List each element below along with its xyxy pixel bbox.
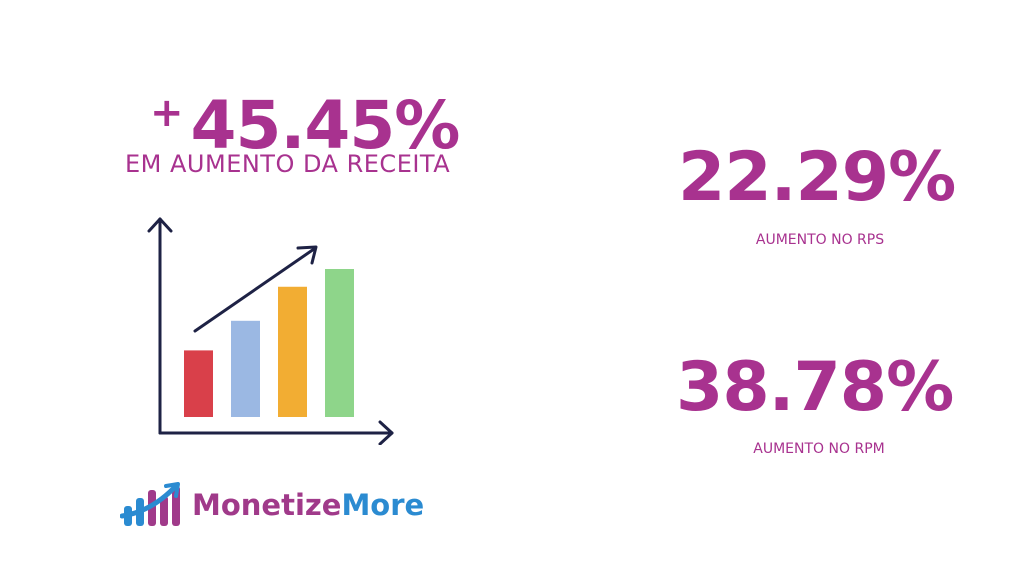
stat-rpm-label: AUMENTO NO RPM [753, 441, 885, 457]
headline: +45.45% [150, 78, 461, 164]
trend-arrow [193, 247, 316, 333]
y-axis-arrowhead [147, 217, 173, 233]
chart-bar-1 [184, 350, 213, 417]
bar-chart-growth-icon [147, 217, 394, 445]
stat-rpm-value: 38.78% [676, 348, 954, 427]
chart-bar-4 [325, 269, 354, 417]
logo-wordmark: MonetizeMore [192, 488, 424, 522]
headline-value: 45.45% [190, 87, 461, 164]
stat-rps-label: AUMENTO NO RPS [755, 232, 885, 248]
plus-sign: + [150, 90, 184, 136]
stat-rps-value: 22.29% [678, 138, 956, 217]
logo-text-monetize: Monetize [192, 488, 342, 522]
chart-bars [184, 269, 354, 417]
chart-bar-3 [278, 286, 307, 417]
chart-axes [147, 217, 394, 445]
x-axis-arrowhead [378, 420, 394, 445]
trend-arrowhead [296, 245, 318, 265]
headline-subtitle: EM AUMENTO DA RECEITA [125, 150, 451, 178]
brand-logo: MonetizeMore [120, 480, 424, 530]
logo-mark-icon [120, 482, 180, 526]
chart-bar-2 [231, 320, 260, 417]
logo-text-more: More [341, 488, 425, 522]
